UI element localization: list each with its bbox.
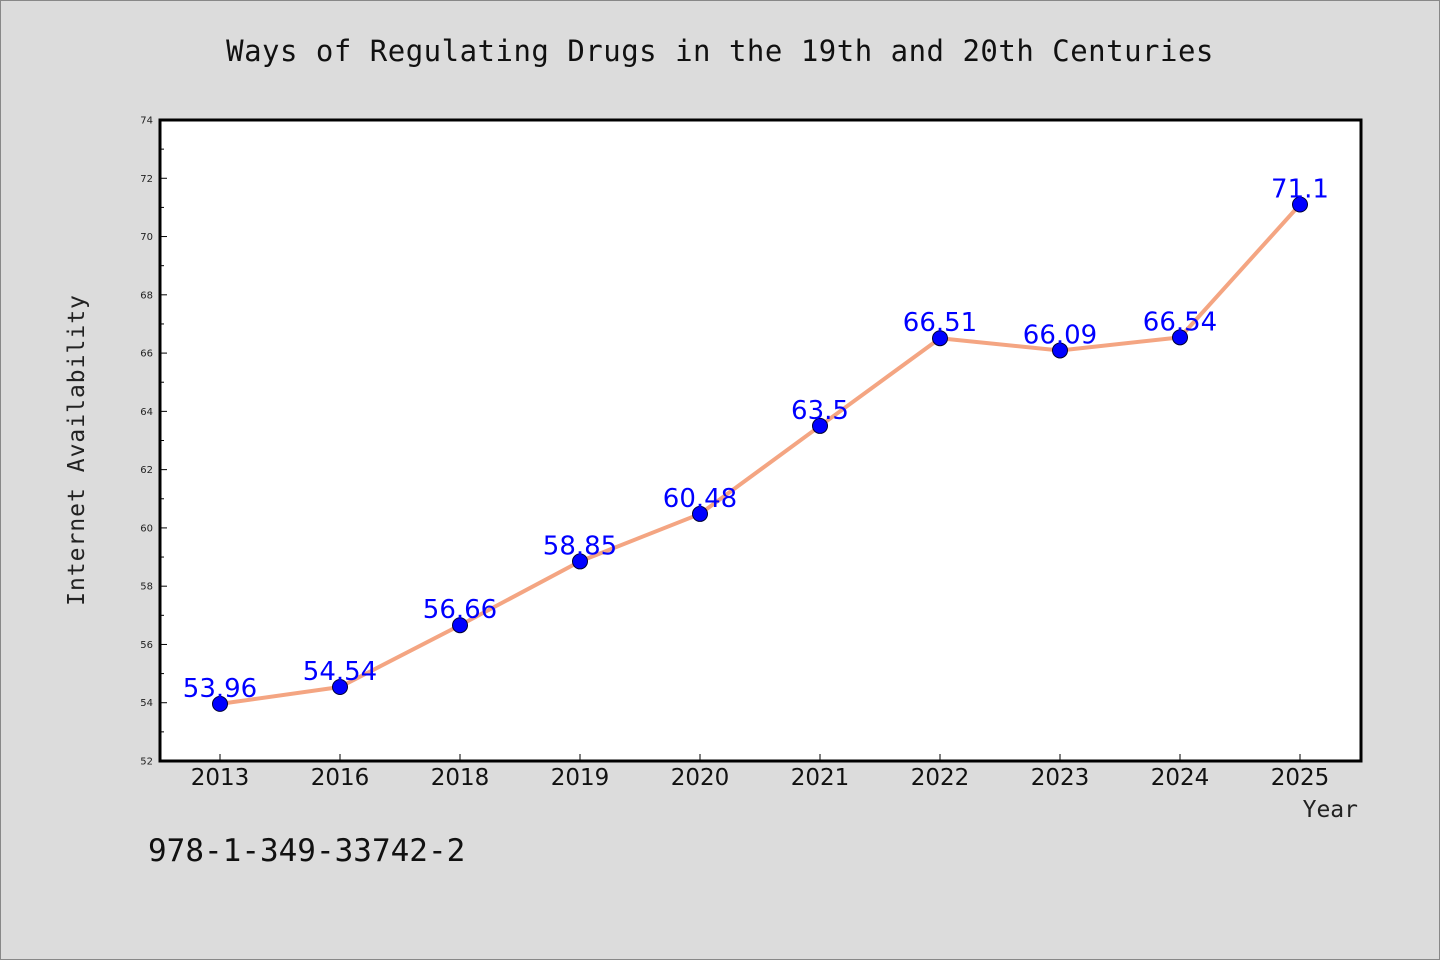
x-tick-label: 2025 — [1271, 765, 1330, 791]
isbn-text: 978-1-349-33742-2 — [148, 833, 466, 869]
y-tick-label: 52 — [140, 757, 153, 768]
y-tick-label: 60 — [140, 523, 153, 534]
x-tick-label: 2024 — [1151, 765, 1210, 791]
data-point — [932, 330, 948, 347]
plot-area — [160, 120, 1361, 761]
data-point — [1292, 196, 1308, 213]
x-tick-label: 2013 — [191, 765, 250, 791]
data-label: 66.09 — [1023, 320, 1097, 350]
x-axis-label: Year — [1302, 797, 1358, 823]
y-tick-label: 64 — [140, 407, 153, 418]
x-tick-label: 2023 — [1031, 765, 1090, 791]
data-label: 66.51 — [903, 308, 977, 338]
data-point — [692, 505, 708, 522]
x-tick-label: 2022 — [911, 765, 970, 791]
y-tick-label: 72 — [140, 174, 153, 185]
data-point — [332, 678, 348, 695]
y-tick-label: 70 — [140, 232, 153, 243]
data-markers — [212, 196, 1308, 712]
data-label: 54.54 — [303, 657, 377, 687]
data-label: 60.48 — [663, 484, 737, 514]
data-label: 66.54 — [1143, 307, 1217, 337]
data-point — [1172, 329, 1188, 346]
y-tick-label: 62 — [140, 465, 153, 476]
data-label: 71.1 — [1271, 174, 1329, 204]
data-label: 58.85 — [543, 531, 617, 561]
data-point — [1052, 342, 1068, 359]
y-tick-label: 68 — [140, 290, 153, 301]
data-point — [452, 617, 468, 634]
x-tick-label: 2021 — [791, 765, 850, 791]
data-label: 56.66 — [423, 595, 497, 625]
plot-border — [158, 118, 1363, 763]
y-tick-label: 54 — [140, 698, 153, 709]
y-tick-label: 74 — [140, 116, 153, 127]
x-tick-label: 2018 — [431, 765, 490, 791]
data-label: 53.96 — [183, 674, 257, 704]
y-tick-label: 56 — [140, 640, 153, 651]
y-tick-label: 66 — [140, 349, 153, 360]
series-line — [218, 202, 1302, 706]
data-point — [812, 417, 828, 434]
data-point — [212, 695, 228, 712]
x-tick-label: 2019 — [551, 765, 610, 791]
data-labels: 53.96 54.54 56.66 58.85 60.48 63.5 66.51 66.09 6… — [183, 174, 1329, 703]
data-label: 63.5 — [791, 396, 849, 426]
x-axis-ticks: 2013 2016 2018 2019 2020 2021 2022 2023 2024 2025 — [191, 754, 1330, 791]
x-tick-label: 2016 — [311, 765, 370, 791]
data-point — [572, 553, 588, 570]
y-tick-label: 58 — [140, 582, 153, 593]
chart-title: Ways of Regulating Drugs in the 19th and… — [226, 34, 1214, 68]
x-tick-label: 2020 — [671, 765, 730, 791]
